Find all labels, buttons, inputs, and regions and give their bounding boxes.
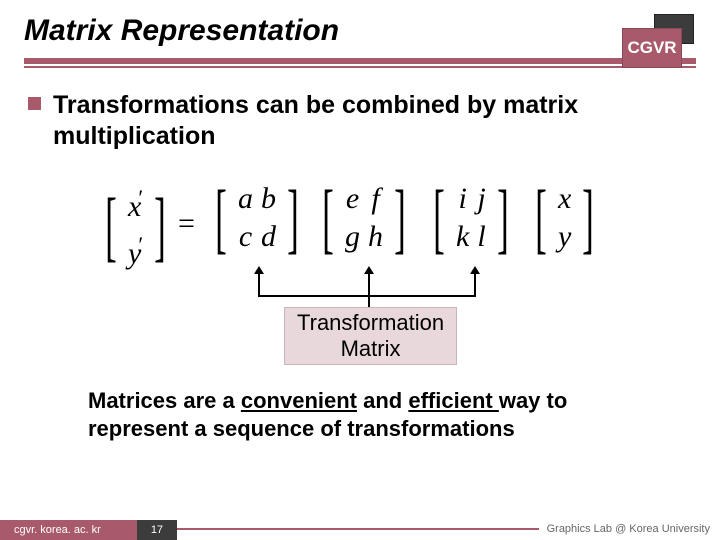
result-col: x′ y′ [124, 179, 147, 273]
footer: cgvr. korea. ac. kr 17 Graphics Lab @ Ko… [0, 520, 720, 540]
cell: y′ [128, 226, 143, 273]
footer-page-number: 17 [137, 520, 177, 540]
arrows-area: Transformation Matrix [78, 273, 692, 333]
cell: k [456, 218, 469, 256]
bracket-right: ] [154, 187, 166, 265]
bracket-left: [ [105, 187, 117, 265]
bullet-text: Transformations can be combined by matri… [53, 90, 692, 153]
cell: l [477, 218, 485, 256]
bracket-left: [ [215, 179, 227, 257]
rule-thick [24, 58, 696, 64]
matrix-1: [ ac bd ] [208, 179, 306, 257]
matrix-3: [ ik jl ] [426, 179, 516, 257]
content-area: Transformations can be combined by matri… [0, 68, 720, 444]
transformation-label: Transformation Matrix [284, 307, 457, 366]
cell: i [456, 180, 469, 218]
conclusion-text: Matrices are a convenient and efficient … [88, 387, 652, 444]
logo: CGVR [622, 14, 694, 70]
bullet-row: Transformations can be combined by matri… [28, 90, 692, 153]
header: Matrix Representation CGVR [0, 0, 720, 52]
slide-title: Matrix Representation [24, 14, 696, 48]
footer-line [177, 528, 539, 530]
bracket-left: [ [322, 179, 334, 257]
arrow-2 [368, 273, 370, 295]
cell: a [238, 180, 253, 218]
cell: b [261, 180, 276, 218]
underline-2: efficient [408, 388, 498, 413]
bracket-right: ] [497, 179, 509, 257]
equation: [ x′ y′ ] = [ ac bd ] [ eg fh ] [ [78, 179, 692, 269]
matrix-vector: [ x y ] [528, 179, 601, 257]
bracket-left: [ [433, 179, 445, 257]
arrow-3 [474, 273, 476, 295]
bracket-right: ] [582, 179, 594, 257]
logo-front-rect: CGVR [622, 28, 682, 68]
cell: c [238, 218, 253, 256]
matrix-result: [ x′ y′ ] [98, 179, 173, 273]
label-line1: Transformation [297, 310, 444, 336]
cell: x′ [128, 179, 143, 226]
cell: e [345, 180, 360, 218]
footer-credit: Graphics Lab @ Korea University [539, 523, 720, 537]
text: and [357, 388, 408, 413]
equals-sign: = [178, 207, 195, 241]
bullet-square-icon [28, 97, 41, 110]
bracket-right: ] [394, 179, 406, 257]
connector-h [258, 295, 476, 297]
label-line2: Matrix [297, 336, 444, 362]
cell: j [477, 180, 485, 218]
bracket-left: [ [535, 179, 547, 257]
arrow-1 [258, 273, 260, 295]
matrix-2: [ eg fh ] [315, 179, 413, 257]
underline-1: convenient [241, 388, 357, 413]
cell: d [261, 218, 276, 256]
bracket-right: ] [287, 179, 299, 257]
cell: g [345, 218, 360, 256]
title-rule [0, 58, 720, 68]
cell: h [368, 218, 383, 256]
footer-url: cgvr. korea. ac. kr [0, 520, 137, 540]
cell: y [558, 218, 571, 256]
text: Matrices are a [88, 388, 241, 413]
cell: x [558, 180, 571, 218]
cell: f [368, 180, 383, 218]
